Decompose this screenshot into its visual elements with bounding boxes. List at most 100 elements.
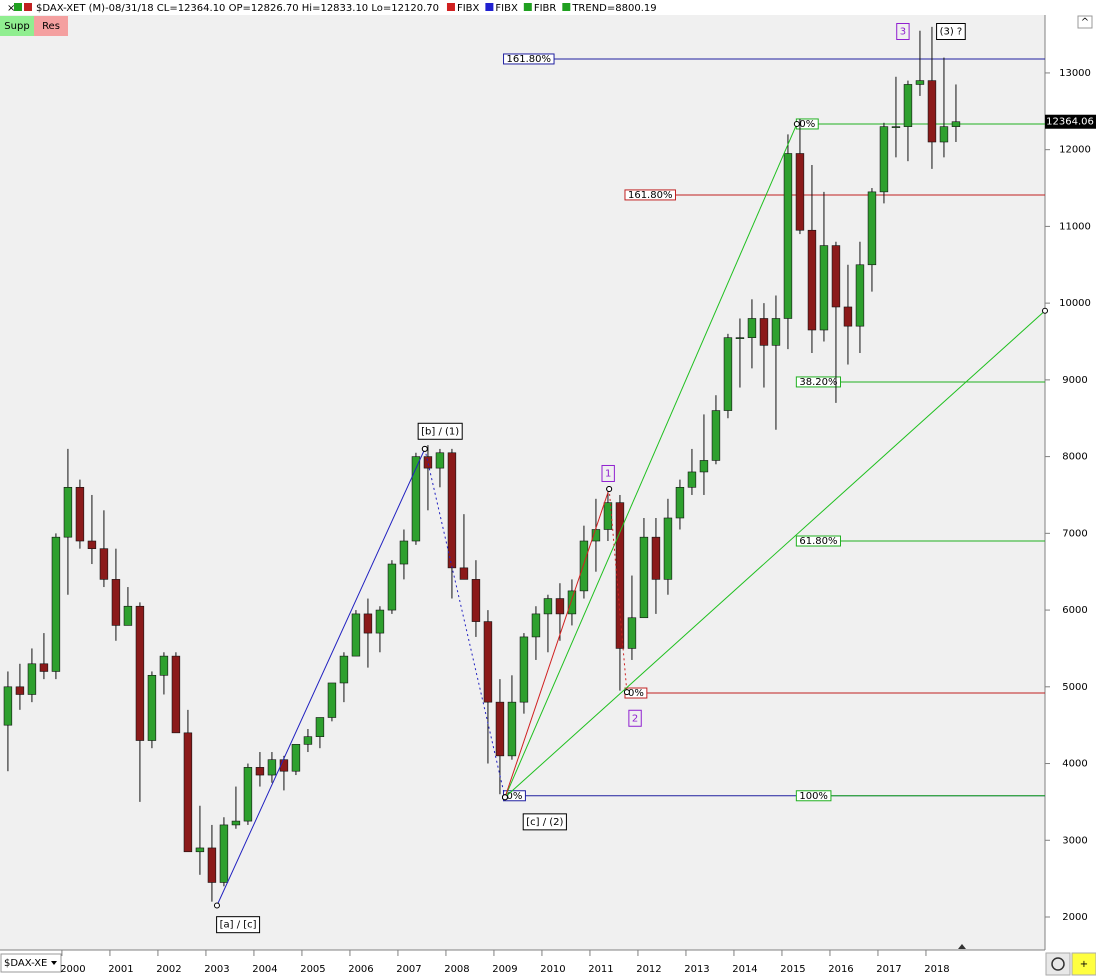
symbol-selector[interactable] [0,953,62,973]
y-tick-label: 6000 [1062,605,1087,616]
dropdown-arrow [51,961,57,965]
candle-body [315,717,325,737]
x-axis-panel [0,950,1096,976]
y-tick-label: 5000 [1062,682,1087,693]
candle-body [363,613,373,634]
candle-body [879,126,889,193]
wave-label: 1 [605,468,611,479]
candle-body [267,759,277,776]
fib-label: 38.20% [799,377,837,388]
indicator-swatch [523,3,532,11]
candle-body [171,655,181,734]
candle-body [219,824,229,883]
trendline-anchor [606,485,613,492]
y-tick-label: 10000 [1059,298,1091,309]
trendline [504,310,1046,798]
fib-label-box [624,189,676,201]
candle-body [15,686,25,695]
candle-body [819,245,829,331]
trendline [216,448,426,906]
y-axis-panel [1045,15,1096,976]
indicator-swatch [562,3,571,11]
candle-body [75,486,85,542]
candle-body [63,486,73,538]
candle-body [783,153,793,319]
candle-body [351,613,361,657]
candle-body [459,567,469,580]
y-tick-label: 4000 [1062,759,1087,770]
candle-body [867,191,877,266]
candle-body [699,460,709,473]
symbol-text: $DAX-XE [4,958,47,969]
candle-body [615,502,625,649]
wave-label: [a] / [c] [220,920,257,931]
x-tick-label: 2006 [348,964,373,975]
candle-body [411,456,421,542]
y-tick-label: 11000 [1059,221,1091,232]
candle-body [855,264,865,327]
candle-body [639,536,649,619]
candle-body [375,609,385,634]
candle-body [603,502,613,530]
close-icon[interactable]: × [7,3,15,14]
candle-body [687,471,697,488]
candle-body [471,579,481,622]
indicator-swatch [24,3,32,11]
trendline [504,488,610,798]
candle-body [399,540,409,565]
fib-label: 161.80% [628,190,673,201]
add-button[interactable] [1071,952,1096,976]
toolbar-button[interactable] [34,16,68,36]
candle-body [387,563,397,611]
last-price-box [1045,114,1096,129]
trendline-anchor [213,902,220,909]
candle-body [39,663,49,672]
wave-label-box [936,22,966,40]
toolbar-button[interactable] [0,16,34,36]
add-icon: + [1080,959,1088,970]
x-tick-label: 2012 [636,964,661,975]
candle-body [111,579,121,626]
candle-body [519,636,529,703]
candle-body [579,540,589,592]
fib-label-box [795,535,841,547]
fib-label: 0% [799,119,815,130]
x-tick-label: 2008 [444,964,469,975]
x-tick-label: 2016 [828,964,853,975]
x-tick-label: 2009 [492,964,517,975]
y-tick-label: 8000 [1062,452,1087,463]
candle-body [507,701,517,757]
indicator-swatch [485,3,494,11]
trendline-anchor [793,120,800,127]
candle-body [195,847,205,853]
scroll-marker [958,944,966,949]
y-tick-label: 2000 [1062,912,1087,923]
candle-body [303,736,313,745]
candle-body [255,767,265,776]
candle-body [291,744,301,772]
candle-body [915,80,925,85]
candle-body [663,517,673,580]
indicator-swatch [446,3,455,11]
indicator-label: FIBR [534,3,557,14]
candle-body [423,456,433,469]
candle-body [711,410,721,461]
candle-body [951,121,961,127]
candle-body [279,759,289,772]
x-tick-label: 2005 [300,964,325,975]
refresh-button[interactable] [1045,952,1071,976]
candle-body [735,337,745,339]
wave-label: [b] / (1) [421,426,459,437]
x-tick-label: 2018 [924,964,949,975]
candle-body [555,598,565,615]
x-tick-label: 2013 [684,964,709,975]
button-label: Supp [4,21,29,32]
candle-body [927,80,937,143]
header-title: $DAX-XET (M)-08/31/18 CL=12364.10 OP=128… [36,3,439,14]
candle-body [723,337,733,411]
candle-body [543,598,553,615]
candle-body [795,153,805,231]
scroll-button[interactable] [1077,15,1093,29]
x-tick-label: 2007 [396,964,421,975]
